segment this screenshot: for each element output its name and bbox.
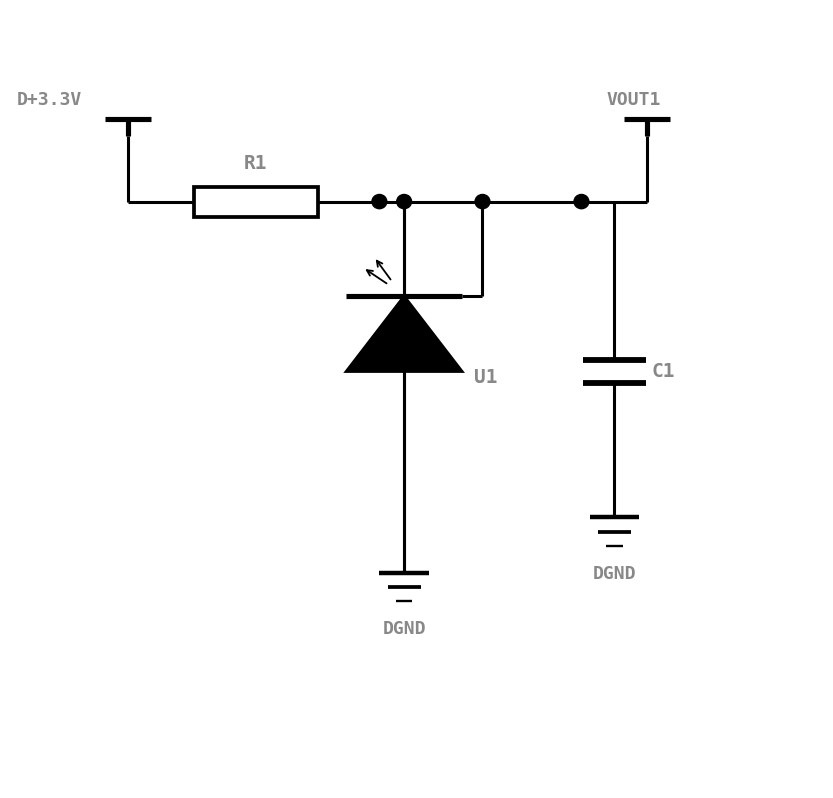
Text: R1: R1: [244, 154, 267, 173]
Text: C1: C1: [651, 361, 675, 381]
Text: DGND: DGND: [592, 565, 636, 583]
FancyBboxPatch shape: [194, 187, 317, 216]
Circle shape: [574, 195, 589, 209]
Text: DGND: DGND: [382, 620, 426, 638]
Text: D+3.3V: D+3.3V: [17, 91, 82, 109]
Text: U1: U1: [474, 368, 498, 387]
Polygon shape: [347, 296, 461, 371]
Circle shape: [397, 195, 412, 209]
Text: VOUT1: VOUT1: [606, 91, 661, 109]
Circle shape: [475, 195, 490, 209]
Circle shape: [372, 195, 387, 209]
